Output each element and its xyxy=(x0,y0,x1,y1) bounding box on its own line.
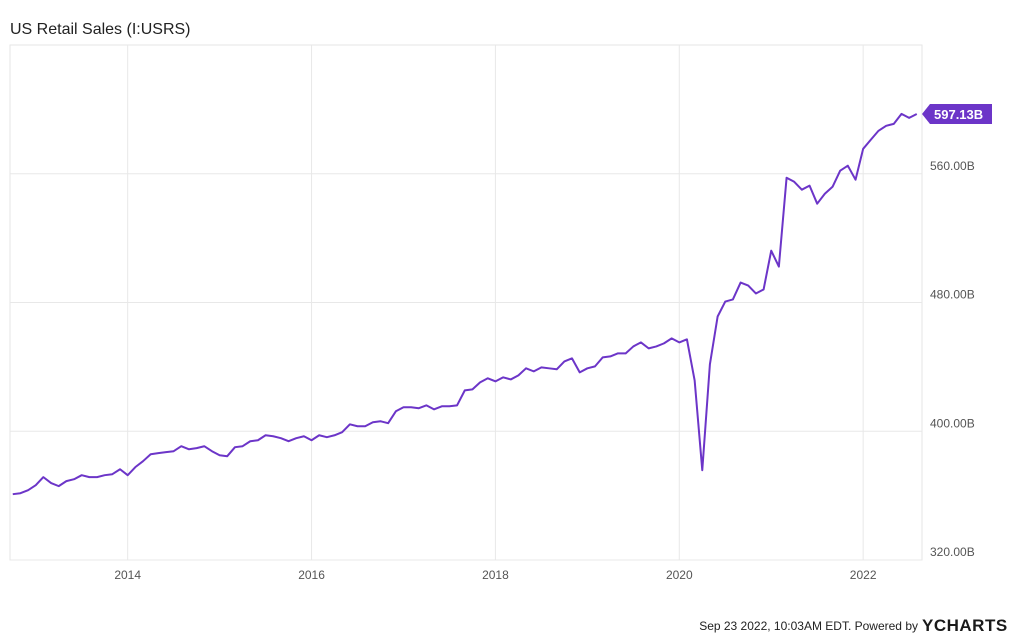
y-tick-label: 400.00B xyxy=(930,416,975,430)
y-tick-label: 560.00B xyxy=(930,159,975,173)
y-tick-label: 480.00B xyxy=(930,288,975,302)
x-tick-label: 2018 xyxy=(482,568,509,582)
x-tick-label: 2020 xyxy=(666,568,693,582)
brand: YCHARTS xyxy=(922,616,1008,635)
x-tick-label: 2014 xyxy=(114,568,141,582)
footer: Sep 23 2022, 10:03AM EDT. Powered by xyxy=(699,619,918,633)
x-tick-label: 2022 xyxy=(850,568,877,582)
current-value-marker xyxy=(922,103,992,124)
current-value-label: 597.13B xyxy=(934,107,983,122)
y-tick-label: 320.00B xyxy=(930,545,975,559)
chart-title: US Retail Sales (I:USRS) xyxy=(10,21,191,38)
x-tick-label: 2016 xyxy=(298,568,325,582)
data-line xyxy=(12,112,918,496)
